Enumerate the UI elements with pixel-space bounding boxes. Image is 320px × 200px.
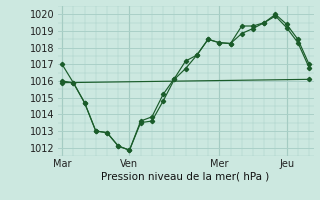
X-axis label: Pression niveau de la mer( hPa ): Pression niveau de la mer( hPa ) (101, 172, 270, 182)
